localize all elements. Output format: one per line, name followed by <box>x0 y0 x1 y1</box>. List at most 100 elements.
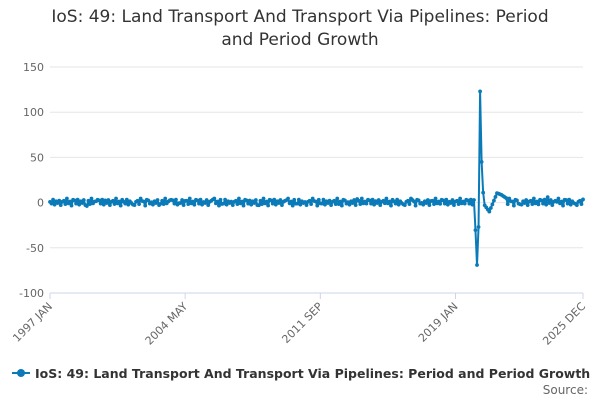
data-point[interactable] <box>276 201 281 205</box>
data-point[interactable] <box>468 197 473 202</box>
data-point[interactable] <box>492 198 496 203</box>
data-point[interactable] <box>359 196 364 201</box>
data-point[interactable] <box>298 202 303 207</box>
data-point[interactable] <box>530 202 535 207</box>
data-point[interactable] <box>229 199 234 204</box>
data-point[interactable] <box>296 197 301 202</box>
data-point[interactable] <box>135 198 140 203</box>
data-point[interactable] <box>504 196 509 200</box>
data-point[interactable] <box>212 196 217 201</box>
data-point[interactable] <box>490 202 495 207</box>
data-point[interactable] <box>190 199 195 204</box>
data-point[interactable] <box>372 202 376 207</box>
data-point[interactable] <box>488 206 493 210</box>
data-point[interactable] <box>97 198 102 203</box>
data-point[interactable] <box>192 202 197 207</box>
data-point[interactable] <box>315 203 320 208</box>
data-point[interactable] <box>151 202 155 207</box>
data-point[interactable] <box>137 202 141 207</box>
data-point[interactable] <box>510 199 515 204</box>
data-point[interactable] <box>57 198 62 203</box>
data-point[interactable] <box>556 196 561 201</box>
data-point[interactable] <box>217 203 221 208</box>
data-point[interactable] <box>475 263 479 267</box>
data-point[interactable] <box>181 203 186 208</box>
data-point[interactable] <box>335 196 340 201</box>
data-point[interactable] <box>462 201 467 206</box>
data-point[interactable] <box>425 198 430 202</box>
data-point[interactable] <box>203 201 208 205</box>
data-point[interactable] <box>473 228 478 233</box>
data-point[interactable] <box>545 195 550 200</box>
data-point[interactable] <box>525 203 530 208</box>
data-point[interactable] <box>333 202 338 207</box>
data-point[interactable] <box>370 197 375 202</box>
data-point[interactable] <box>278 198 283 202</box>
data-point[interactable] <box>536 202 541 207</box>
data-point[interactable] <box>174 197 178 202</box>
data-point[interactable] <box>286 196 290 201</box>
data-point[interactable] <box>108 203 112 208</box>
data-point[interactable] <box>195 198 200 203</box>
data-point[interactable] <box>416 198 421 203</box>
data-point[interactable] <box>387 199 392 204</box>
data-point[interactable] <box>141 199 146 204</box>
data-point[interactable] <box>369 201 373 206</box>
data-point[interactable] <box>198 197 203 202</box>
data-point[interactable] <box>343 198 347 203</box>
data-point[interactable] <box>402 203 407 208</box>
data-point[interactable] <box>441 198 446 203</box>
data-point[interactable] <box>118 203 123 208</box>
data-point[interactable] <box>350 201 355 205</box>
data-point[interactable] <box>375 201 380 205</box>
data-point[interactable] <box>452 203 456 208</box>
data-point[interactable] <box>154 201 158 205</box>
data-point[interactable] <box>269 198 274 203</box>
data-point[interactable] <box>257 203 261 208</box>
data-point[interactable] <box>75 197 80 202</box>
data-point[interactable] <box>511 203 516 208</box>
data-point[interactable] <box>323 202 327 207</box>
data-point[interactable] <box>554 199 559 204</box>
data-point[interactable] <box>89 196 94 201</box>
data-point[interactable] <box>329 203 333 208</box>
data-point[interactable] <box>539 198 544 203</box>
data-point[interactable] <box>353 203 358 208</box>
data-point[interactable] <box>184 198 189 203</box>
data-point[interactable] <box>261 196 266 201</box>
data-point[interactable] <box>101 202 106 207</box>
data-point[interactable] <box>568 202 573 207</box>
data-point[interactable] <box>111 198 115 203</box>
data-point[interactable] <box>561 203 565 208</box>
data-point[interactable] <box>396 202 401 207</box>
data-point[interactable] <box>421 202 426 207</box>
data-point[interactable] <box>481 190 486 195</box>
data-point[interactable] <box>427 203 432 208</box>
data-point[interactable] <box>378 203 383 208</box>
data-point[interactable] <box>578 198 582 203</box>
data-point[interactable] <box>384 196 389 201</box>
data-point[interactable] <box>264 199 269 204</box>
data-point[interactable] <box>412 199 416 204</box>
data-point[interactable] <box>541 201 545 206</box>
data-point[interactable] <box>531 196 536 201</box>
data-point[interactable] <box>505 202 510 207</box>
data-point[interactable] <box>438 201 443 206</box>
data-point[interactable] <box>319 201 324 206</box>
data-point[interactable] <box>564 198 568 202</box>
data-point[interactable] <box>479 160 484 164</box>
data-point[interactable] <box>528 198 533 203</box>
data-point[interactable] <box>117 199 122 204</box>
data-point[interactable] <box>455 198 459 203</box>
data-point[interactable] <box>253 198 258 202</box>
data-point[interactable] <box>235 202 240 207</box>
series-line[interactable] <box>49 90 584 266</box>
data-point[interactable] <box>581 197 585 202</box>
data-point[interactable] <box>522 201 527 205</box>
data-point[interactable] <box>237 196 241 201</box>
data-point[interactable] <box>86 198 91 203</box>
data-point[interactable] <box>493 194 498 199</box>
data-point[interactable] <box>74 201 79 206</box>
data-point[interactable] <box>292 197 297 202</box>
data-point[interactable] <box>197 201 201 206</box>
